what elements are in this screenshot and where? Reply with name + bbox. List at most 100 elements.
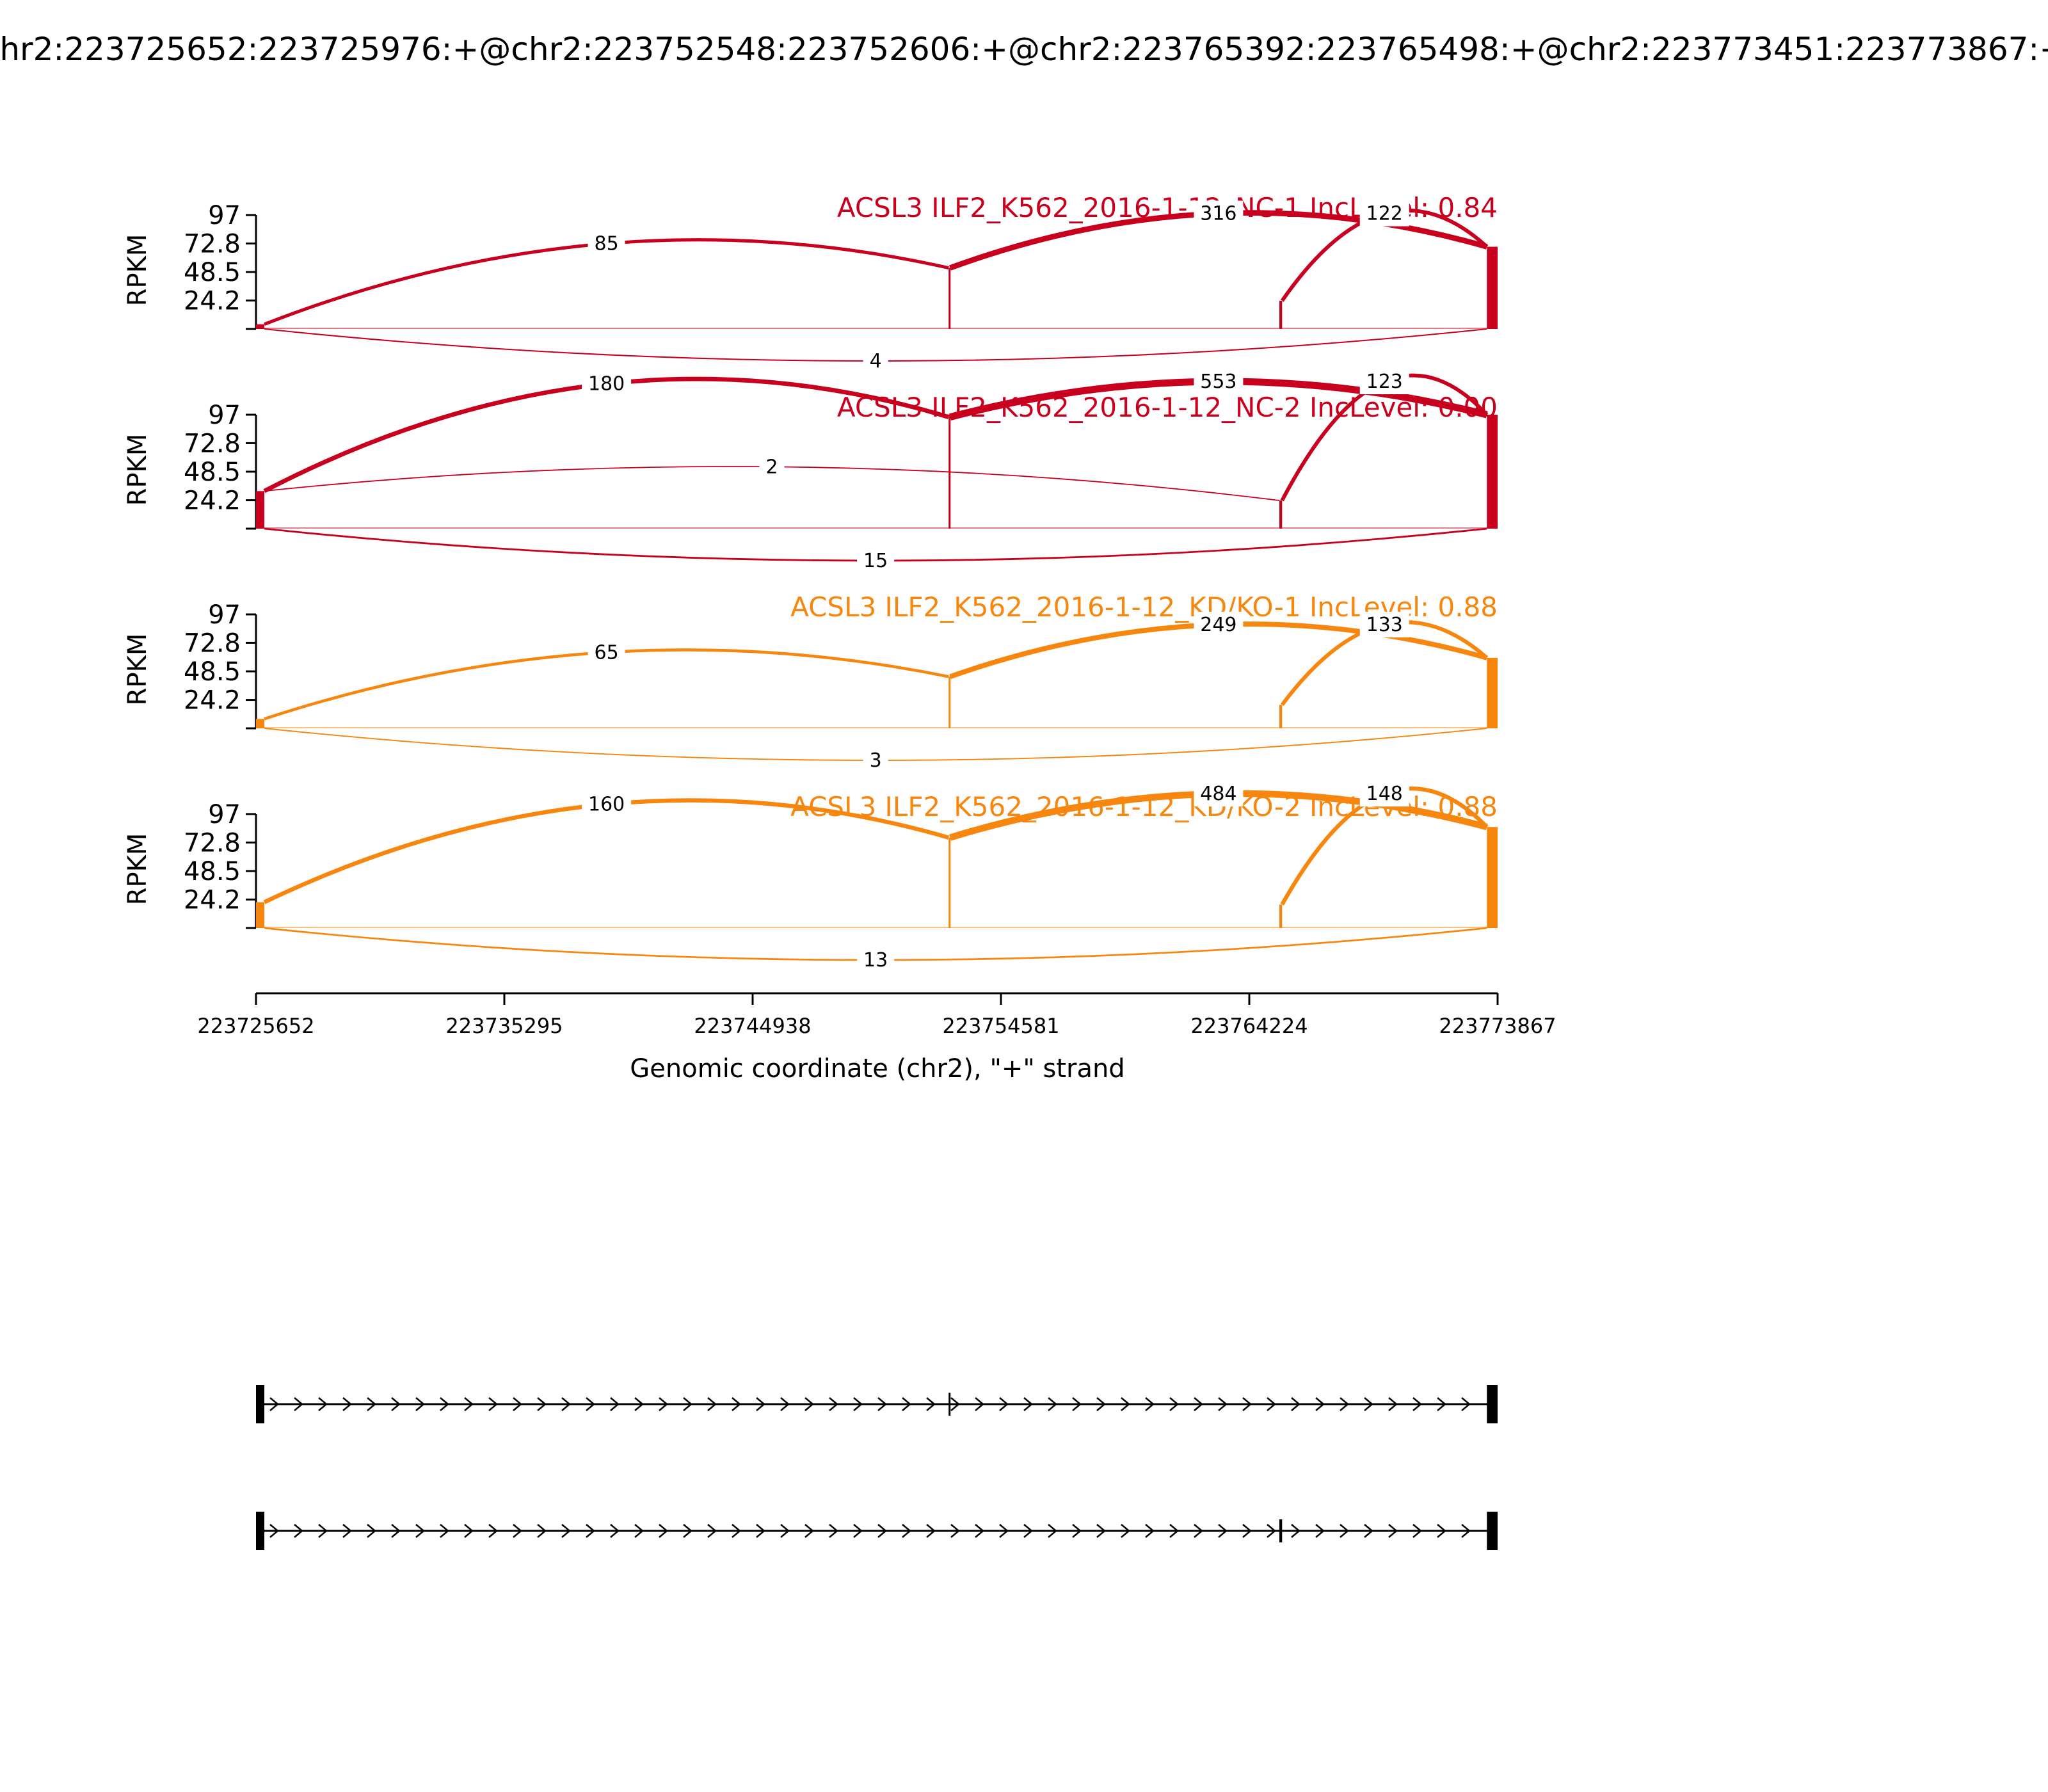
strand-arrow-icon bbox=[513, 1524, 522, 1538]
strand-arrow-icon bbox=[926, 1397, 936, 1411]
strand-arrow-icon bbox=[877, 1397, 887, 1411]
strand-arrow-icon bbox=[367, 1397, 376, 1411]
isoform-tracks bbox=[256, 1385, 1498, 1550]
y-axis-label: RPKM bbox=[123, 634, 152, 706]
strand-arrow-icon bbox=[780, 1397, 790, 1411]
strand-arrow-icon bbox=[975, 1524, 984, 1538]
junction-count-label: 160 bbox=[588, 794, 625, 816]
y-tick-label: 48.5 bbox=[184, 857, 241, 886]
y-tick-label: 72.8 bbox=[184, 429, 241, 458]
exon-coverage bbox=[1279, 300, 1283, 329]
strand-arrow-icon bbox=[1072, 1524, 1082, 1538]
strand-arrow-icon bbox=[415, 1524, 425, 1538]
exon-coverage bbox=[948, 676, 951, 728]
strand-arrow-icon bbox=[780, 1524, 790, 1538]
strand-arrow-icon bbox=[902, 1397, 911, 1411]
junction-label-bg bbox=[857, 947, 895, 973]
strand-arrow-icon bbox=[1048, 1524, 1057, 1538]
strand-arrow-icon bbox=[707, 1524, 717, 1538]
strand-arrow-icon bbox=[586, 1397, 595, 1411]
strand-arrow-icon bbox=[537, 1524, 547, 1538]
junction-label-bg bbox=[1359, 200, 1409, 227]
strand-arrow-icon bbox=[294, 1524, 303, 1538]
y-tick-label: 24.2 bbox=[184, 287, 241, 316]
strand-arrow-icon bbox=[537, 1397, 547, 1411]
x-tick-label: 223725652 bbox=[197, 1014, 314, 1038]
strand-arrow-icon bbox=[1169, 1397, 1179, 1411]
strand-arrow-icon bbox=[829, 1524, 838, 1538]
junction-count-label: 553 bbox=[1200, 371, 1236, 393]
strand-arrow-icon bbox=[1145, 1524, 1155, 1538]
exon-coverage bbox=[1279, 904, 1283, 928]
strand-arrow-icon bbox=[294, 1397, 303, 1411]
junction-label-bg bbox=[1359, 369, 1409, 394]
strand-arrow-icon bbox=[1048, 1397, 1057, 1411]
strand-arrow-icon bbox=[1364, 1397, 1373, 1411]
strand-arrow-icon bbox=[756, 1524, 765, 1538]
strand-arrow-icon bbox=[610, 1524, 620, 1538]
exon-coverage bbox=[1279, 500, 1283, 529]
strand-arrow-icon bbox=[464, 1524, 474, 1538]
strand-arrow-icon bbox=[1340, 1397, 1349, 1411]
exon-coverage bbox=[1487, 415, 1498, 529]
strand-arrow-icon bbox=[926, 1524, 936, 1538]
x-tick-label: 223754581 bbox=[942, 1014, 1059, 1038]
strand-arrow-icon bbox=[561, 1397, 571, 1411]
junction-count-label: 13 bbox=[863, 949, 888, 972]
junction-label-bg bbox=[588, 230, 625, 257]
y-tick-label: 24.2 bbox=[184, 886, 241, 915]
strand-arrow-icon bbox=[1121, 1397, 1130, 1411]
strand-arrow-icon bbox=[1437, 1397, 1446, 1411]
y-axis-label: RPKM bbox=[123, 234, 152, 307]
strand-arrow-icon bbox=[1461, 1397, 1471, 1411]
strand-arrow-icon bbox=[1023, 1524, 1033, 1538]
strand-arrow-icon bbox=[732, 1524, 741, 1538]
exon-coverage bbox=[1487, 246, 1498, 329]
strand-arrow-icon bbox=[804, 1397, 814, 1411]
strand-arrow-icon bbox=[1194, 1524, 1203, 1538]
junction-count-label: 316 bbox=[1200, 203, 1236, 225]
strand-arrow-icon bbox=[1096, 1524, 1106, 1538]
strand-arrow-icon bbox=[1291, 1397, 1300, 1411]
strand-arrow-icon bbox=[950, 1524, 960, 1538]
strand-arrow-icon bbox=[391, 1524, 401, 1538]
y-tick-label: 48.5 bbox=[184, 458, 241, 487]
strand-arrow-icon bbox=[950, 1397, 960, 1411]
strand-arrow-icon bbox=[975, 1397, 984, 1411]
strand-arrow-icon bbox=[415, 1397, 425, 1411]
strand-arrow-icon bbox=[999, 1397, 1009, 1411]
strand-arrow-icon bbox=[318, 1397, 328, 1411]
x-tick-label: 223773867 bbox=[1439, 1014, 1556, 1038]
strand-arrow-icon bbox=[513, 1397, 522, 1411]
y-tick-label: 97 bbox=[208, 201, 241, 230]
junction-count-label: 122 bbox=[1366, 203, 1403, 225]
y-tick-label: 72.8 bbox=[184, 828, 241, 858]
exon-coverage bbox=[948, 837, 951, 928]
y-tick-label: 72.8 bbox=[184, 628, 241, 658]
y-tick-label: 24.2 bbox=[184, 486, 241, 516]
strand-arrow-icon bbox=[440, 1397, 449, 1411]
x-axis-label: Genomic coordinate (chr2), "+" strand bbox=[630, 1054, 1124, 1084]
strand-arrow-icon bbox=[902, 1524, 911, 1538]
junction-count-label: 65 bbox=[595, 641, 619, 664]
junction-label-bg bbox=[857, 548, 895, 573]
isoform-exon bbox=[1279, 1519, 1283, 1542]
strand-arrow-icon bbox=[342, 1524, 352, 1538]
isoform-track bbox=[256, 1512, 1498, 1550]
y-tick-label: 48.5 bbox=[184, 657, 241, 687]
strand-arrow-icon bbox=[1461, 1524, 1471, 1538]
y-tick-label: 72.8 bbox=[184, 229, 241, 259]
junction-label-bg bbox=[582, 791, 632, 817]
strand-arrow-icon bbox=[269, 1397, 279, 1411]
junction-count-label: 484 bbox=[1200, 783, 1236, 805]
strand-arrow-icon bbox=[634, 1397, 644, 1411]
y-tick-label: 24.2 bbox=[184, 686, 241, 716]
strand-arrow-icon bbox=[732, 1397, 741, 1411]
y-tick-label: 48.5 bbox=[184, 258, 241, 287]
exon-coverage bbox=[948, 268, 951, 329]
exon-coverage bbox=[1279, 705, 1283, 728]
junction-count-label: 123 bbox=[1366, 371, 1403, 393]
